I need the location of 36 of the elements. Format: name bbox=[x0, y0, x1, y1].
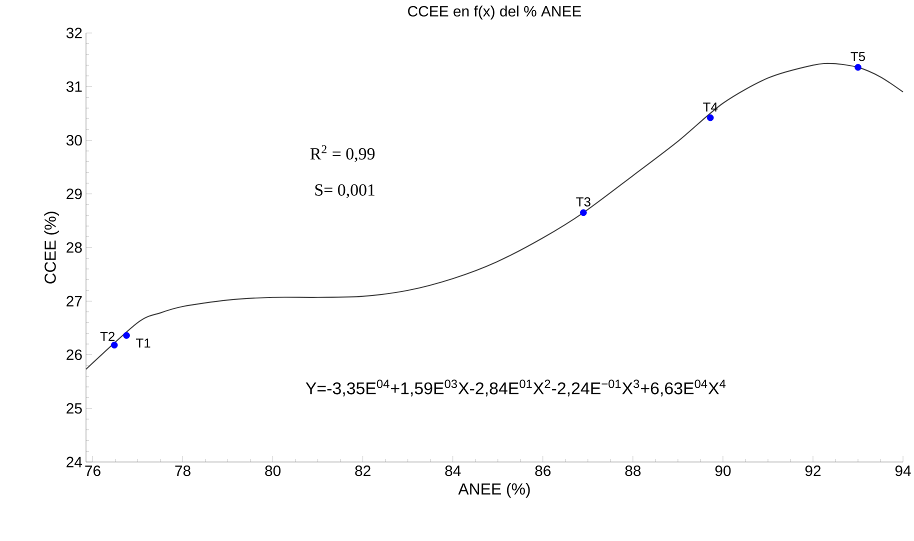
annotation: T1 bbox=[136, 338, 150, 348]
x-tick-label: 90 bbox=[715, 466, 731, 476]
y-tick-label: 26 bbox=[66, 349, 82, 360]
point bbox=[854, 64, 862, 71]
x-tick-label: 78 bbox=[175, 466, 190, 476]
point bbox=[706, 114, 714, 122]
y-tick-label: 32 bbox=[66, 28, 82, 38]
x-axis-title: ANEE (%) bbox=[458, 482, 530, 498]
x-tick-label: 76 bbox=[85, 466, 100, 476]
line-series bbox=[85, 62, 904, 370]
y-tick-label: 28 bbox=[66, 242, 82, 253]
y-tick-label: 31 bbox=[66, 81, 82, 92]
x-tick-label: 82 bbox=[355, 466, 370, 476]
point bbox=[110, 342, 118, 348]
annotation: T3 bbox=[576, 197, 590, 206]
annotation: T2 bbox=[100, 332, 115, 341]
x-tick-label: 80 bbox=[265, 466, 281, 476]
point bbox=[123, 332, 130, 339]
y-axis-title: CCEE (%) bbox=[44, 212, 60, 284]
y-tick-label: 29 bbox=[66, 188, 82, 200]
x-tick-label: 84 bbox=[445, 466, 461, 476]
y-tick-label: 25 bbox=[66, 403, 82, 414]
x-tick-label: 92 bbox=[805, 466, 821, 476]
point bbox=[580, 209, 587, 216]
chart-title: CCEE en f(x) del % ANEE bbox=[408, 6, 582, 20]
annotation: T5 bbox=[850, 52, 866, 62]
x-tick-label: 86 bbox=[535, 466, 551, 476]
x-tick-label: 88 bbox=[625, 466, 641, 476]
annotation: S= 0,001 bbox=[315, 184, 374, 198]
annotation: T4 bbox=[703, 102, 718, 112]
y-tick-label: 24 bbox=[66, 456, 82, 468]
x-tick-label: 94 bbox=[895, 466, 911, 476]
annotation: R$^{2}$ = 0,99 bbox=[310, 145, 375, 162]
y-tick-label: 30 bbox=[66, 134, 82, 146]
text: Y=-3,35E$^{04}$+1,59E$^{03}$X-2,84E$^{01}$X$^{2}$-2,24E$^{−01}$X$^{3}$+6,63E$^{04}$X$^{4}$ bbox=[306, 380, 726, 396]
y-tick-label: 27 bbox=[66, 296, 82, 306]
